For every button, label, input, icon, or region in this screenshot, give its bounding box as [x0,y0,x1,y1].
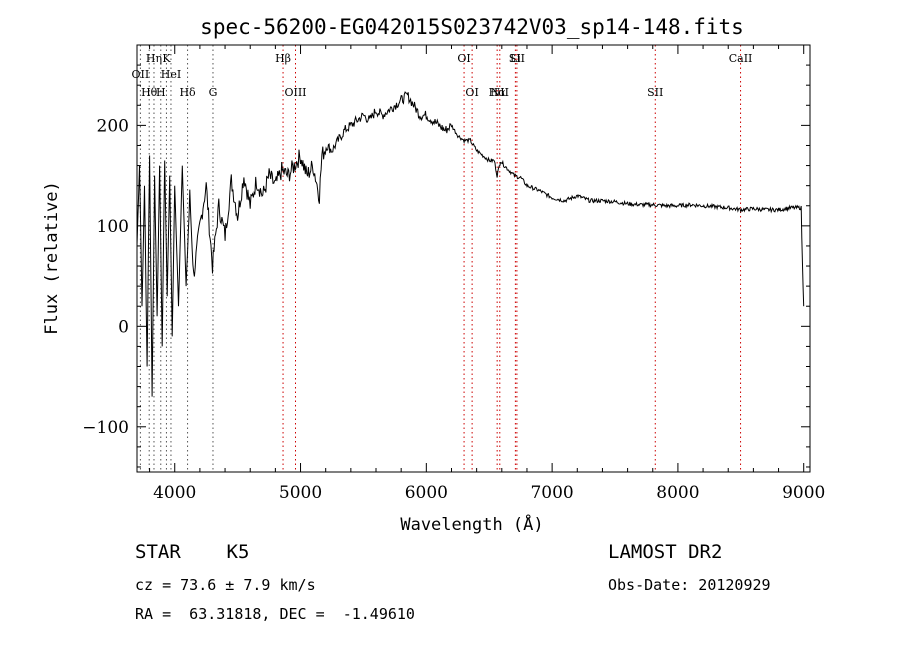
y-tick-label: 0 [118,317,129,337]
reference-line-label: Hβ [275,52,291,65]
survey-name: LAMOST DR2 [608,541,723,563]
chart-title: spec-56200-EG042015S023742V03_sp14-148.f… [200,15,744,39]
obs-date: Obs-Date: 20120929 [608,576,771,594]
reference-line-label: Hη [146,52,162,65]
x-tick-label: 6000 [405,483,448,503]
redshift-cz: cz = 73.6 ± 7.9 km/s [135,576,316,594]
y-axis-label: Flux (relative) [42,181,62,335]
reference-line-label: CaII [729,52,753,65]
axis-ticks: 4000 5000 6000 7000 8000 9000 −100 0 100 200 [82,44,825,503]
x-tick-label: 7000 [530,483,573,503]
reference-line-label: OIII [284,86,306,99]
reference-line-label: SII [509,52,525,65]
x-tick-label: 5000 [279,483,322,503]
y-tick-label: −100 [82,418,129,438]
plot-frame [136,44,811,473]
y-tick-label: 100 [97,217,129,237]
reference-line-label: OI [465,86,478,99]
spectrum-line [136,91,805,397]
y-tick-label: 200 [97,116,129,136]
reference-line-label: OII [132,68,150,81]
ra-dec: RA = 63.31818, DEC = -1.49610 [135,605,415,623]
reference-line-label: NII [491,86,509,99]
reference-line-label: OI [457,52,470,65]
x-tick-label: 9000 [782,483,825,503]
reference-line-label: G [209,86,218,99]
reference-line-label: Hθ [141,86,158,99]
x-tick-label: 4000 [153,483,196,503]
reference-line-label: K [162,52,171,65]
reference-lines [139,45,742,472]
x-axis-label: Wavelength (Å) [400,513,543,535]
x-tick-label: 8000 [656,483,699,503]
reference-line-label: H [156,86,166,99]
reference-line-label: SII [647,86,663,99]
reference-line-label: Hδ [179,86,196,99]
object-class: STAR K5 [135,541,250,563]
reference-line-label: Li [510,52,521,65]
reference-line-label: Hα [489,86,507,99]
reference-line-label: HeI [161,68,181,81]
